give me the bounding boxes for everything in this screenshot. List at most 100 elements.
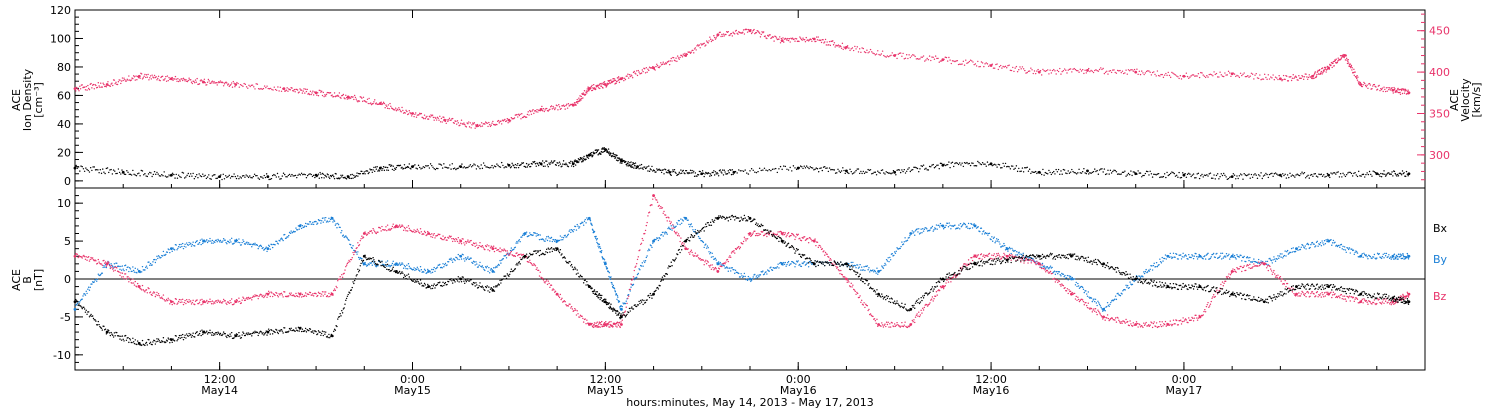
by-series-sample (550, 236, 553, 239)
density-series-sample (586, 156, 588, 159)
density-series-sample (1243, 173, 1245, 175)
density-series-sample (1124, 170, 1126, 172)
by-series-point (266, 247, 270, 251)
velocity-series-sample (103, 83, 105, 86)
by-series-sample (1265, 260, 1267, 263)
density-series-sample (789, 166, 791, 169)
density-series-sample (664, 168, 667, 171)
velocity-series-sample (1197, 73, 1200, 75)
velocity-series-sample (801, 39, 803, 41)
by-series-sample (868, 267, 870, 269)
density-series-sample (1112, 170, 1114, 173)
by-series-sample (643, 260, 645, 262)
by-series-sample (666, 233, 668, 235)
density-series-sample (727, 170, 730, 172)
by-series-sample (1204, 255, 1206, 257)
density-series-sample (329, 177, 331, 180)
velocity-series-sample (759, 36, 762, 38)
velocity-series-sample (924, 60, 926, 62)
by-series-sample (464, 257, 467, 259)
by-series-sample (680, 218, 682, 220)
density-series-sample (1003, 165, 1006, 167)
bz-series-sample (152, 292, 154, 294)
velocity-series-sample (167, 79, 169, 82)
velocity-series-sample (398, 108, 401, 111)
density-series-sample (376, 166, 378, 168)
density-series-sample (513, 166, 516, 169)
density-series-sample (517, 166, 520, 169)
density-series-sample (241, 175, 244, 177)
density-series-sample (293, 175, 296, 177)
density-series-sample (697, 174, 700, 176)
density-series-sample (382, 167, 384, 170)
bz-series-sample (123, 277, 125, 280)
velocity-series-sample (799, 36, 801, 38)
density-series-sample (630, 161, 632, 163)
density-series-sample (594, 152, 596, 154)
density-series-sample (1267, 176, 1270, 179)
density-series-sample (1014, 167, 1016, 170)
density-series-sample (82, 168, 85, 170)
by-series-sample (622, 302, 624, 304)
density-series-sample (341, 176, 343, 178)
velocity-series-sample (698, 44, 701, 46)
velocity-series-sample (196, 77, 198, 80)
velocity-series-sample (697, 45, 700, 47)
velocity-series-sample (1259, 74, 1261, 76)
density-series-sample (413, 165, 415, 167)
bz-series-sample (119, 274, 121, 277)
by-series-sample (404, 266, 406, 268)
velocity-series-sample (526, 113, 529, 116)
velocity-series-sample (582, 92, 584, 94)
bz-series-point (266, 292, 270, 296)
velocity-series-sample (506, 118, 509, 120)
density-series-sample (997, 163, 1000, 166)
by-series-sample (746, 278, 748, 280)
by-series-sample (621, 305, 623, 308)
by-series-sample (402, 267, 405, 269)
velocity-series-sample (1213, 71, 1215, 73)
velocity-series-sample (725, 33, 727, 36)
by-series-sample (179, 246, 181, 248)
velocity-series-sample (1371, 88, 1373, 90)
density-series-sample (1188, 172, 1190, 175)
by-series-sample (1331, 242, 1334, 244)
velocity-series-sample (79, 88, 82, 90)
velocity-series-sample (1251, 73, 1254, 75)
by-series-sample (238, 238, 240, 240)
velocity-series-sample (1274, 76, 1277, 78)
by-series-sample (416, 266, 419, 268)
by-series-sample (889, 259, 892, 261)
by-series-sample (237, 241, 239, 244)
velocity-series-sample (996, 63, 998, 65)
velocity-series-sample (1392, 92, 1394, 94)
density-series-sample (625, 160, 627, 163)
by-series-sample (76, 302, 79, 305)
by-series-sample (485, 267, 488, 269)
velocity-series-sample (956, 59, 959, 62)
density-series-sample (738, 169, 740, 171)
velocity-series-point (845, 45, 848, 49)
velocity-series-sample (161, 75, 164, 78)
velocity-series-sample (1236, 74, 1238, 77)
velocity-series-sample (1373, 83, 1376, 86)
by-series-sample (345, 235, 347, 237)
velocity-series-sample (851, 47, 854, 49)
by-series-sample (357, 256, 360, 259)
velocity-series-sample (741, 32, 743, 34)
bz-series-sample (154, 295, 157, 298)
density-series-sample (808, 167, 810, 170)
by-series-sample (458, 258, 460, 261)
by-series-sample (1279, 253, 1282, 255)
velocity-series-sample (1195, 75, 1197, 77)
velocity-series-sample (362, 96, 365, 98)
velocity-series-sample (426, 115, 428, 118)
velocity-series-sample (1320, 70, 1323, 73)
by-series-sample (398, 263, 400, 265)
velocity-series-sample (211, 80, 214, 82)
density-series-sample (1184, 172, 1186, 175)
velocity-series-sample (1083, 72, 1085, 75)
by-series-sample (917, 231, 919, 233)
by-series-sample (857, 267, 860, 269)
density-series-sample (545, 160, 548, 162)
